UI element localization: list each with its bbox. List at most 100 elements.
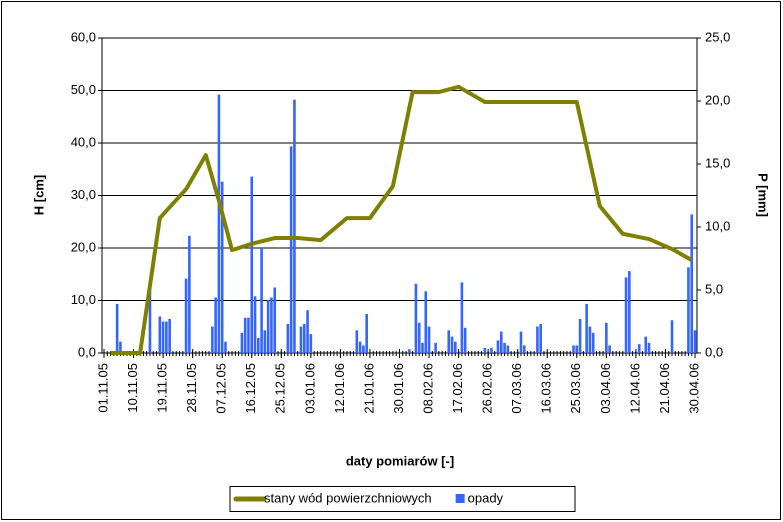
bar bbox=[490, 347, 493, 353]
y-axis-title: H [cm] bbox=[31, 175, 46, 215]
legend-label: stany wód powierzchniowych bbox=[264, 490, 432, 505]
bar bbox=[273, 287, 277, 353]
bar bbox=[536, 326, 539, 353]
x-tick-label: 28.11.05 bbox=[184, 363, 199, 413]
y2-tick-label: 5,0 bbox=[705, 281, 723, 296]
bar bbox=[168, 318, 171, 353]
bar bbox=[224, 341, 227, 353]
legend-swatch bbox=[455, 494, 465, 503]
x-tick-label: 21.04.06 bbox=[657, 363, 672, 414]
y2-axis-title: P [mm] bbox=[756, 173, 771, 217]
bar bbox=[588, 326, 592, 353]
bar bbox=[247, 317, 250, 353]
x-tick-label: 25.03.06 bbox=[568, 363, 583, 414]
bar bbox=[690, 214, 694, 353]
x-tick-label: 12.01.06 bbox=[332, 363, 347, 414]
bar bbox=[427, 326, 431, 353]
bar bbox=[483, 347, 487, 353]
bar bbox=[161, 321, 165, 353]
bar bbox=[302, 324, 306, 353]
bar bbox=[450, 336, 454, 353]
bar bbox=[585, 303, 588, 353]
bar bbox=[217, 94, 221, 353]
bar bbox=[119, 341, 122, 353]
x-tick-label: 17.02.06 bbox=[450, 363, 465, 414]
x-tick-label: 16.12.05 bbox=[243, 363, 258, 414]
x-tick-label: 10.11.05 bbox=[125, 363, 140, 413]
bar bbox=[362, 345, 365, 353]
x-tick-label: 07.03.06 bbox=[509, 363, 524, 414]
x-tick-label: 03.04.06 bbox=[598, 363, 613, 414]
bar bbox=[647, 342, 651, 353]
bar bbox=[253, 296, 257, 353]
bar bbox=[243, 317, 247, 353]
bar bbox=[257, 337, 260, 353]
bar bbox=[522, 345, 526, 353]
x-axis-title: daty pomiarów [-] bbox=[346, 453, 454, 468]
bar bbox=[306, 310, 309, 353]
bar bbox=[417, 322, 421, 353]
bar bbox=[408, 349, 411, 353]
bar bbox=[637, 344, 641, 353]
y-tick-label: 40,0 bbox=[71, 134, 96, 149]
bar bbox=[628, 271, 631, 353]
bar bbox=[447, 330, 451, 353]
x-tick-label: 08.02.06 bbox=[420, 363, 435, 414]
x-tick-label: 16.03.06 bbox=[539, 363, 554, 414]
bar bbox=[519, 331, 523, 353]
bar bbox=[463, 327, 467, 353]
bar bbox=[572, 345, 575, 353]
bar bbox=[293, 99, 296, 354]
bar bbox=[289, 146, 293, 353]
y2-tick-label: 10,0 bbox=[705, 218, 730, 233]
x-tick-label: 21.01.06 bbox=[361, 363, 376, 414]
bar bbox=[365, 313, 368, 353]
bar bbox=[240, 332, 244, 353]
bar bbox=[211, 326, 214, 353]
bar bbox=[414, 283, 418, 353]
bar bbox=[496, 340, 500, 353]
bar bbox=[266, 300, 270, 353]
bar bbox=[263, 330, 267, 353]
bar bbox=[575, 345, 579, 353]
y2-tick-label: 20,0 bbox=[705, 92, 730, 107]
y-tick-label: 50,0 bbox=[71, 82, 96, 97]
x-tick-label: 12.04.06 bbox=[627, 363, 642, 414]
bar bbox=[460, 282, 464, 353]
bar bbox=[434, 342, 437, 353]
bar bbox=[421, 342, 424, 353]
bar bbox=[608, 345, 611, 353]
bar bbox=[184, 278, 188, 353]
bar bbox=[591, 332, 595, 353]
bar bbox=[115, 303, 119, 353]
bar bbox=[286, 324, 290, 353]
y2-tick-label: 15,0 bbox=[705, 155, 730, 170]
x-tick-label: 25.12.05 bbox=[273, 363, 288, 414]
line bbox=[110, 84, 693, 355]
bar bbox=[165, 321, 168, 353]
bar bbox=[158, 316, 162, 353]
bar bbox=[693, 330, 697, 353]
y2-tick-label: 25,0 bbox=[705, 29, 730, 44]
y-tick-label: 30,0 bbox=[71, 187, 96, 202]
x-tick-label: 30.01.06 bbox=[391, 363, 406, 414]
y-tick-label: 0,0 bbox=[78, 344, 96, 359]
legend-label: opady bbox=[468, 490, 504, 505]
bar bbox=[260, 247, 263, 353]
bar bbox=[214, 297, 217, 353]
y-tick-label: 60,0 bbox=[71, 29, 96, 44]
bar bbox=[539, 324, 542, 353]
bar bbox=[644, 336, 648, 353]
x-tick-label: 03.01.06 bbox=[302, 363, 317, 414]
bar bbox=[506, 345, 510, 353]
y-tick-label: 10,0 bbox=[71, 292, 96, 307]
x-tick-label: 07.12.05 bbox=[214, 363, 229, 414]
bar bbox=[424, 291, 428, 353]
bar bbox=[148, 282, 152, 353]
bar bbox=[220, 181, 224, 353]
bar bbox=[188, 235, 191, 353]
bar bbox=[270, 297, 273, 353]
bar bbox=[355, 330, 359, 353]
bar bbox=[250, 176, 254, 353]
